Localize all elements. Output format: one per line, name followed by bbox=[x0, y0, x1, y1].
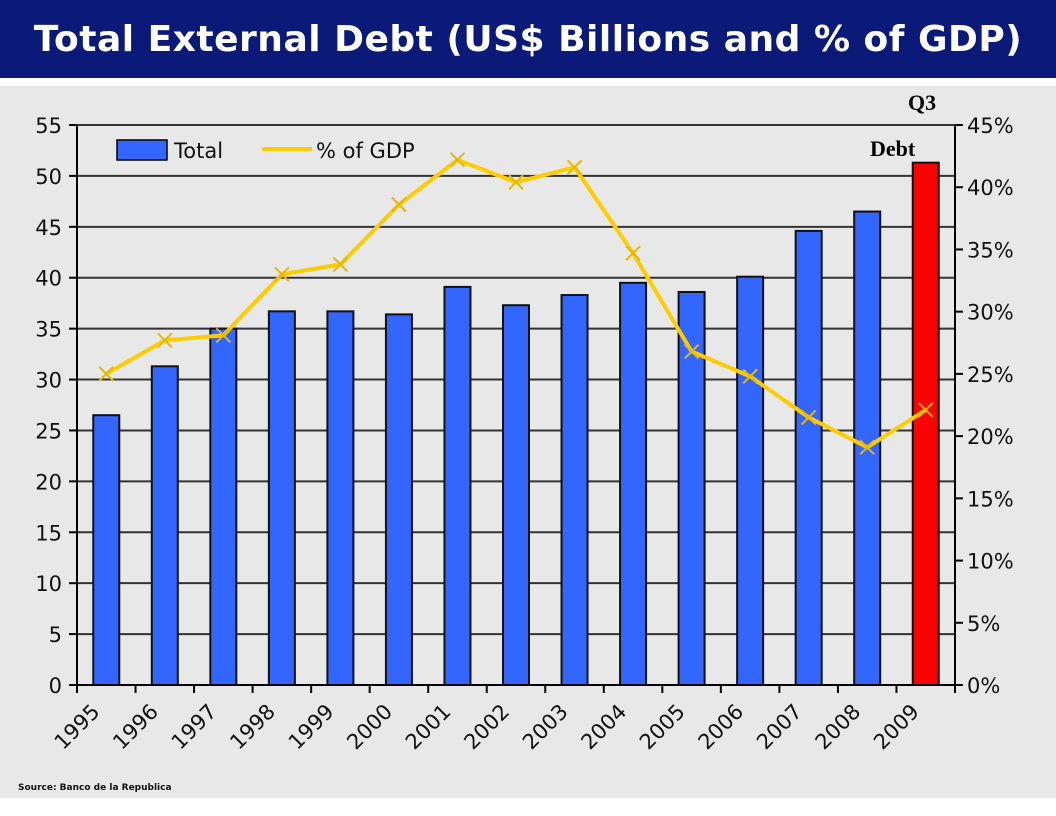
right-tick-label: 40% bbox=[967, 176, 1014, 200]
x-tick-label: 1995 bbox=[50, 699, 105, 754]
right-tick-label: 35% bbox=[967, 238, 1014, 262]
bar-2002 bbox=[502, 304, 530, 686]
gdp-marker-2003 bbox=[566, 159, 583, 176]
gdp-marker-2006 bbox=[742, 368, 758, 385]
bar-1995 bbox=[92, 414, 121, 686]
x-tick-label: 2003 bbox=[518, 699, 573, 754]
bar-1999 bbox=[326, 310, 355, 686]
left-tick-label: 35 bbox=[35, 318, 62, 342]
gdp-marker-2009 bbox=[918, 402, 934, 418]
x-tick-label: 2000 bbox=[342, 699, 397, 754]
gdp-marker-2007 bbox=[800, 409, 817, 426]
left-tick-label: 20 bbox=[35, 470, 62, 494]
left-tick-label: 40 bbox=[35, 267, 62, 291]
bar-1997 bbox=[209, 327, 238, 686]
legend: Total % of GDP bbox=[116, 139, 415, 163]
legend-label-gdp: % of GDP bbox=[316, 139, 415, 163]
right-tick-label: 45% bbox=[967, 114, 1014, 138]
x-tick-label: 2005 bbox=[635, 699, 690, 754]
x-tick-label: 2004 bbox=[576, 699, 631, 754]
left-tick-label: 25 bbox=[35, 419, 62, 443]
left-tick-label: 50 bbox=[35, 165, 62, 189]
x-tick-label: 1997 bbox=[167, 699, 222, 754]
gdp-marker-2005 bbox=[683, 343, 700, 360]
right-tick-label: 30% bbox=[967, 301, 1014, 325]
gdp-marker-1996 bbox=[157, 332, 173, 348]
bar-2001 bbox=[443, 285, 472, 686]
gdp-marker-2002 bbox=[508, 174, 524, 190]
x-tick-label: 1998 bbox=[225, 699, 280, 754]
gdp-marker-1999 bbox=[332, 256, 349, 273]
left-tick-label: 10 bbox=[35, 572, 62, 596]
right-tick-label: 5% bbox=[967, 612, 1000, 636]
bar-2003 bbox=[560, 294, 589, 686]
x-tick-label: 2009 bbox=[869, 699, 924, 754]
x-tick-label: 2002 bbox=[459, 699, 514, 754]
right-tick-label: 0% bbox=[967, 674, 1000, 698]
x-tick-label: 2007 bbox=[752, 699, 807, 754]
bar-2007 bbox=[794, 229, 823, 687]
x-tick-label: 1996 bbox=[108, 699, 163, 754]
left-tick-label: 5 bbox=[49, 623, 62, 647]
left-tick-label: 55 bbox=[35, 114, 62, 138]
right-tick-label: 25% bbox=[967, 363, 1014, 387]
gdp-marker-1997 bbox=[215, 327, 232, 344]
x-tick-label: 2006 bbox=[694, 699, 749, 754]
source-note: Source: Banco de la Republica bbox=[18, 783, 172, 793]
legend-swatch-total bbox=[116, 139, 168, 161]
left-tick-label: 15 bbox=[35, 521, 62, 545]
gdp-marker-2001 bbox=[449, 152, 466, 168]
gdp-marker-1995 bbox=[98, 366, 114, 382]
bar-2000 bbox=[384, 313, 413, 686]
chart-title: Total External Debt (US$ Billions and % … bbox=[0, 0, 1056, 78]
legend-label-total: Total bbox=[173, 139, 223, 163]
x-tick-label: 2001 bbox=[401, 699, 456, 754]
right-tick-label: 20% bbox=[967, 425, 1014, 449]
gdp-marker-2000 bbox=[391, 196, 407, 213]
right-tick-label: 15% bbox=[967, 487, 1014, 511]
bar-2009 bbox=[911, 161, 940, 686]
gdp-marker-2004 bbox=[625, 245, 641, 261]
bar-2006 bbox=[736, 275, 765, 686]
left-tick-label: 45 bbox=[35, 216, 62, 240]
annotation-debt: Debt bbox=[870, 136, 916, 161]
right-tick-label: 10% bbox=[967, 550, 1014, 574]
x-tick-label: 1999 bbox=[284, 699, 339, 754]
left-tick-label: 0 bbox=[49, 674, 62, 698]
x-tick-label: 2008 bbox=[811, 699, 866, 754]
left-tick-label: 30 bbox=[35, 369, 62, 393]
annotation-q3: Q3 bbox=[908, 90, 936, 115]
bar-2004 bbox=[619, 281, 648, 686]
gdp-marker-1998 bbox=[274, 266, 290, 283]
bar-1998 bbox=[267, 310, 296, 686]
bar-1996 bbox=[150, 365, 179, 686]
gdp-marker-2008 bbox=[859, 439, 875, 456]
